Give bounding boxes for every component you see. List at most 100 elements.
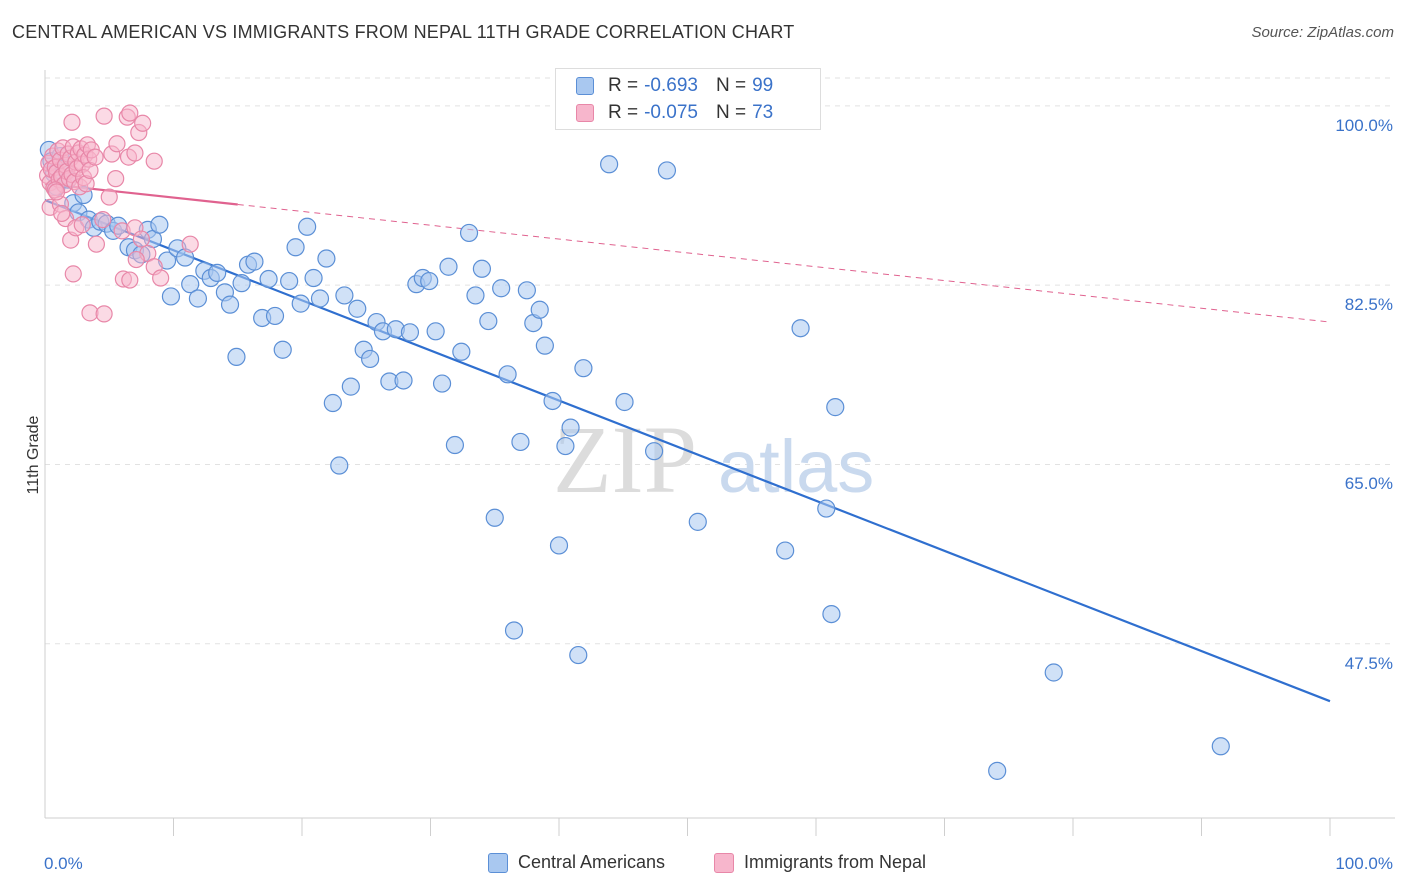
central-legend-swatch [488,852,508,873]
nepal-point [134,114,152,132]
n-label: N = [715,75,747,96]
nepal-swatch [576,104,594,122]
central-point [259,269,278,289]
central-point [1211,737,1230,756]
nepal-point [126,144,144,162]
central-point [498,365,517,384]
n-label: N = [715,102,747,123]
central-point [569,645,588,665]
central-point [574,359,593,378]
r-label: R = [608,102,639,123]
central-point [188,289,208,308]
y-tick-label: 47.5% [1344,653,1393,673]
central-point [304,268,323,288]
nepal-point [53,204,71,223]
central-point [530,300,549,319]
gridlines [45,77,1395,645]
central-point [485,508,504,527]
central-point [688,512,707,531]
central-point [208,263,227,282]
central-point [615,392,634,412]
central-point [291,294,310,313]
nepal-point [73,216,91,234]
central-point [432,374,452,393]
central-point [323,393,342,413]
central-point [511,432,530,452]
central-americans-points [39,94,1230,780]
central-point [181,275,200,294]
central-point [459,223,479,243]
central-point [348,299,367,318]
central-point [452,342,471,361]
central-swatch [576,77,594,95]
r-value: -0.693 [644,75,698,96]
r-value: -0.075 [644,102,698,123]
y-tick-label: 82.5% [1344,295,1393,315]
nepal-point [181,235,199,253]
central-point [472,259,491,278]
nepal-point [86,148,104,166]
central-point [310,289,330,308]
central-point [298,217,317,236]
nepal-legend-swatch [714,852,734,873]
central-point [317,249,336,268]
central-point [644,442,664,461]
central-point [543,391,562,411]
nepal-point [95,305,113,323]
stats-legend-row-central: R = -0.693 N = 99 [576,73,791,99]
nepal-point [121,271,139,289]
legend-item-nepal[interactable]: Immigrants from Nepal [714,852,926,873]
x-tick-label-max: 100.0% [1335,854,1393,873]
stats-legend-row-nepal: R = -0.075 N = 73 [576,100,791,126]
nepal-point [64,265,82,283]
central-point [400,323,420,342]
nepal-point [132,230,150,248]
watermark: ZIP atlas [553,406,874,513]
central-point [341,377,360,396]
central-point [600,155,619,174]
nepal-point [107,170,125,188]
central-point [330,456,349,475]
central-trend-line [44,199,1331,703]
nepal-point [145,152,163,170]
central-point [535,336,554,355]
n-value: 73 [752,102,774,123]
central-point [232,274,251,293]
central-point [161,287,181,306]
central-point [150,215,169,234]
central-point [556,436,575,456]
central-point [420,271,439,291]
nepal-point [121,104,139,122]
central-point [479,311,498,331]
central-point [776,541,795,560]
central-point [504,621,524,640]
central-point [826,398,845,417]
y-tick-label: 100.0% [1335,115,1393,135]
legend-label-central: Central Americans [518,852,666,872]
central-point [220,295,240,314]
nepal-point [95,107,113,125]
central-point [517,281,536,300]
central-point [492,279,511,298]
nepal-points [38,104,199,323]
y-tick-label: 65.0% [1344,474,1393,494]
nepal-point [152,269,170,287]
central-point [549,536,569,555]
nepal-trend-line-extension [237,203,1331,323]
central-point [245,252,264,271]
chart-title: CENTRAL AMERICAN VS IMMIGRANTS FROM NEPA… [12,22,795,42]
r-label: R = [608,75,639,96]
nepal-point [94,211,112,229]
central-point [466,286,485,305]
central-point [273,340,292,359]
central-point [822,604,841,624]
x-tick-label-min: 0.0% [44,854,83,873]
central-point [361,349,380,369]
central-point [426,322,445,341]
central-point [561,418,580,437]
stats-legend: R = -0.693 N = 99 R = -0.075 N = 73 [555,68,821,130]
central-point [227,347,246,367]
central-point [335,286,354,305]
central-point [1044,663,1063,682]
legend-item-central[interactable]: Central Americans [488,852,665,873]
